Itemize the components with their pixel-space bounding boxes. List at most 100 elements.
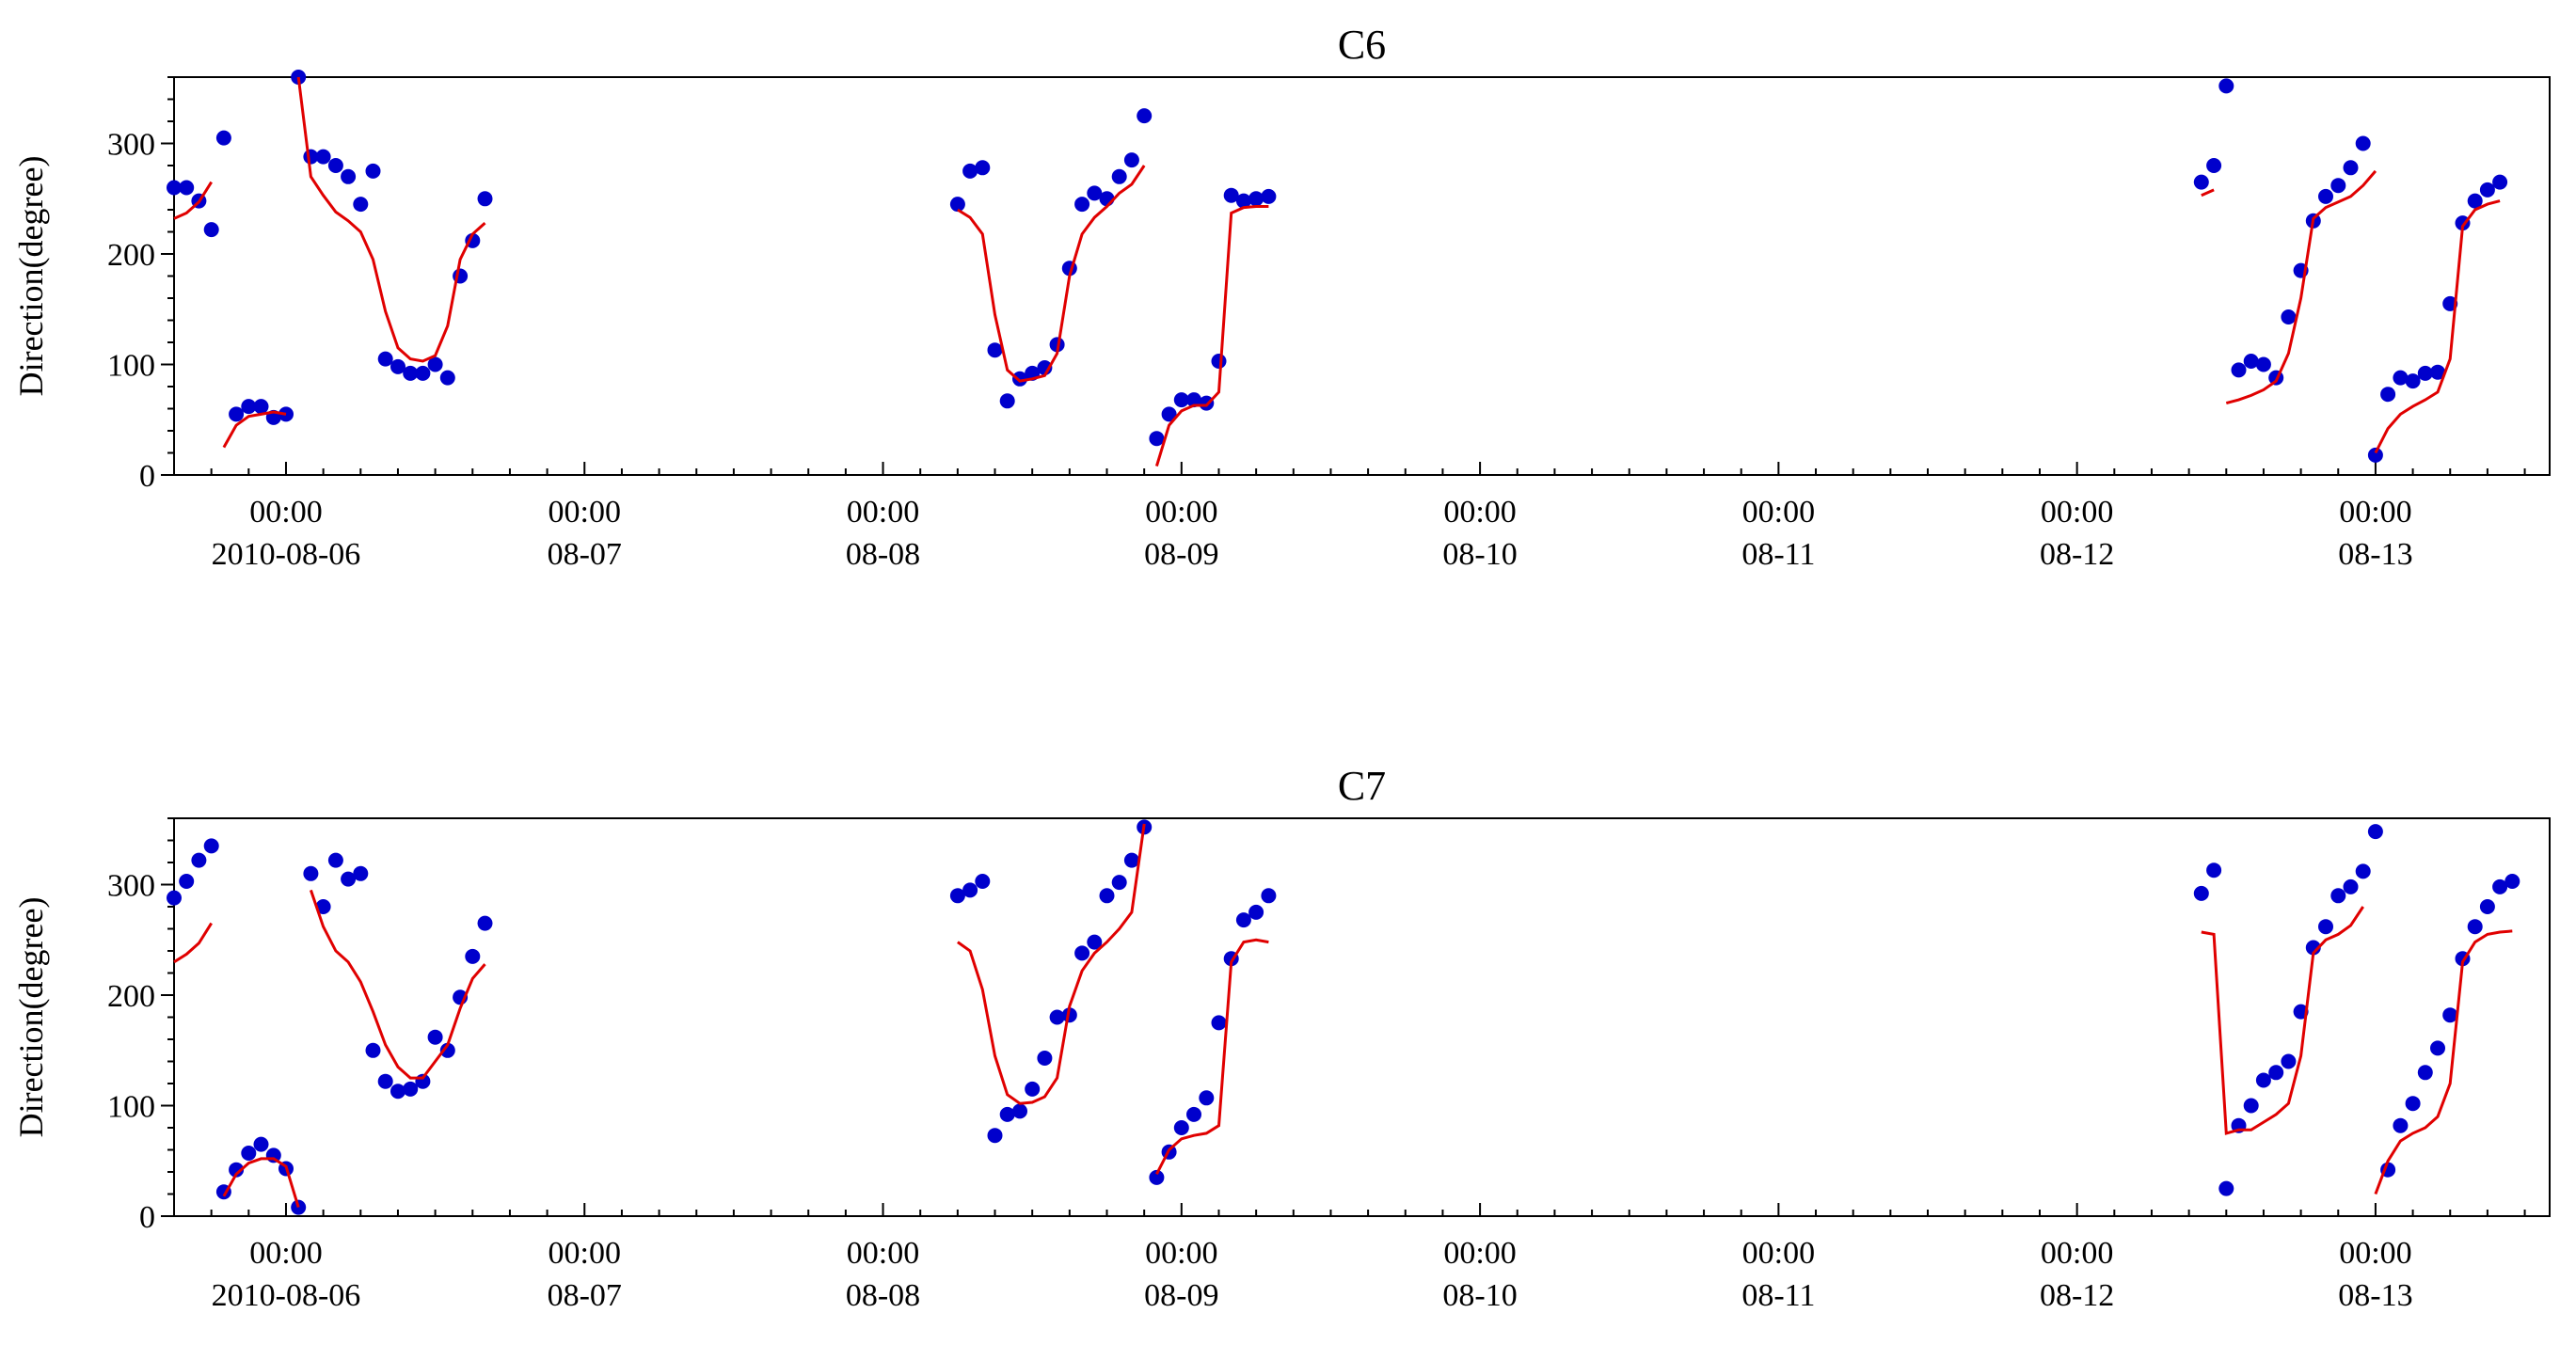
c6-model-line-segment (222, 410, 287, 449)
x-tick-time-label: 00:00 (1443, 495, 1516, 530)
x-tick-time-label: 00:00 (2339, 495, 2411, 530)
c6-observed-point (327, 158, 343, 173)
x-tick-date-label: 08-09 (1144, 1278, 1218, 1313)
c7-model-line-segment (309, 889, 486, 1080)
c7-observed-point (390, 1084, 405, 1100)
x-tick-date-label: 08-10 (1442, 537, 1517, 572)
x-tick-date-label: 08-07 (548, 537, 622, 572)
c6-observed-point (2231, 362, 2247, 378)
x-tick-date-label: 08-11 (1741, 537, 1815, 572)
c7-observed-point (949, 888, 965, 904)
c7-observed-point (1061, 1007, 1077, 1023)
c7-observed-point (1049, 1009, 1065, 1025)
x-tick-date-label: 08-08 (846, 1278, 920, 1313)
c6-observed-point (1123, 152, 1139, 168)
c6-observed-point (403, 365, 419, 381)
c6-observed-point (315, 149, 331, 165)
c6-observed-point (2330, 178, 2346, 194)
x-tick-date-label: 08-09 (1144, 537, 1218, 572)
c6-model-line-segment (957, 165, 1146, 383)
c6-observed-point (2243, 354, 2259, 369)
c6-observed-point (2492, 174, 2508, 190)
c7-observed-point (1211, 1015, 1227, 1031)
c7-observed-point (253, 1136, 269, 1152)
x-tick-time-label: 00:00 (249, 1236, 322, 1271)
c7-observed-point (167, 890, 182, 906)
c6-observed-point (1223, 187, 1239, 203)
c7-observed-point (2193, 885, 2209, 901)
c6-observed-point (2467, 193, 2483, 209)
c6-model-line-segment (2225, 169, 2377, 405)
c6-model-line-segment (2201, 188, 2215, 198)
c6-model-line-segment (173, 181, 213, 220)
c6-observed-point (2380, 387, 2396, 403)
c7-observed-point (1087, 934, 1103, 950)
c6-observed-point (1248, 191, 1264, 207)
c6-observed-point (1173, 392, 1189, 408)
c7-observed-point (439, 1042, 455, 1058)
c6-observed-point (1261, 188, 1277, 204)
c6-observed-point (390, 358, 405, 374)
c6-observed-point (1235, 193, 1251, 209)
chart-title: C7 (1338, 763, 1386, 809)
c7-observed-point (1235, 912, 1251, 928)
x-tick-date-label: 2010-08-06 (212, 537, 361, 572)
c6-observed-point (427, 356, 443, 372)
c6-observed-point (1161, 406, 1177, 422)
x-tick-time-label: 00:00 (249, 495, 322, 530)
c6-observed-point (203, 222, 219, 238)
c6-model-line-segment (2374, 199, 2501, 454)
c7-observed-point (2343, 878, 2359, 894)
c6-observed-point (2417, 365, 2433, 381)
c7-observed-point (999, 1106, 1015, 1122)
y-tick-label: 300 (107, 128, 155, 163)
plot-frame (173, 817, 2551, 1217)
c6-observed-point (415, 365, 431, 381)
x-tick-date-label: 08-13 (2338, 537, 2412, 572)
c7-observed-point (1025, 1081, 1041, 1097)
c7-observed-point (477, 915, 493, 931)
c7-observed-point (2268, 1065, 2284, 1081)
c6-observed-point (1186, 392, 1201, 408)
c7-observed-point (1012, 1103, 1027, 1119)
c6-observed-point (949, 197, 965, 213)
c6-observed-point (167, 180, 182, 196)
c6-observed-point (1074, 197, 1090, 213)
c7-observed-point (303, 865, 319, 881)
c7-observed-point (203, 838, 219, 854)
c7-observed-point (2367, 824, 2383, 840)
c6-observed-point (253, 399, 269, 415)
x-tick-time-label: 00:00 (1145, 495, 1217, 530)
c6-observed-point (962, 163, 978, 179)
x-tick-time-label: 00:00 (2041, 495, 2113, 530)
x-tick-time-label: 00:00 (1742, 1236, 1815, 1271)
c6-observed-point (999, 393, 1015, 409)
x-tick-date-label: 08-10 (1442, 1278, 1517, 1313)
x-tick-time-label: 00:00 (2339, 1236, 2411, 1271)
c7-observed-point (1099, 888, 1115, 904)
c6-observed-point (2355, 135, 2371, 151)
c7-observed-point (353, 865, 369, 881)
c7-observed-point (1123, 852, 1139, 868)
c7-observed-point (377, 1073, 393, 1089)
c7-model-line-segment (2201, 906, 2364, 1135)
y-tick-label: 0 (139, 459, 155, 494)
c6-observed-point (2318, 188, 2333, 204)
y-tick-label: 300 (107, 869, 155, 904)
c7-observed-point (2479, 899, 2495, 914)
c7-observed-point (1261, 888, 1277, 904)
c7-observed-point (987, 1128, 1003, 1144)
c6-observed-point (229, 406, 245, 422)
c7-observed-point (327, 852, 343, 868)
c7-observed-point (241, 1146, 257, 1161)
c6-observed-point (2343, 160, 2359, 176)
c6-observed-point (1149, 431, 1165, 447)
c6-observed-point (215, 130, 231, 146)
c7-observed-point (2305, 940, 2321, 956)
c7-observed-point (2330, 888, 2346, 904)
c7-observed-point (365, 1042, 381, 1058)
c6-observed-point (365, 163, 381, 179)
x-tick-time-label: 00:00 (1145, 1236, 1217, 1271)
c6-observed-point (377, 351, 393, 367)
